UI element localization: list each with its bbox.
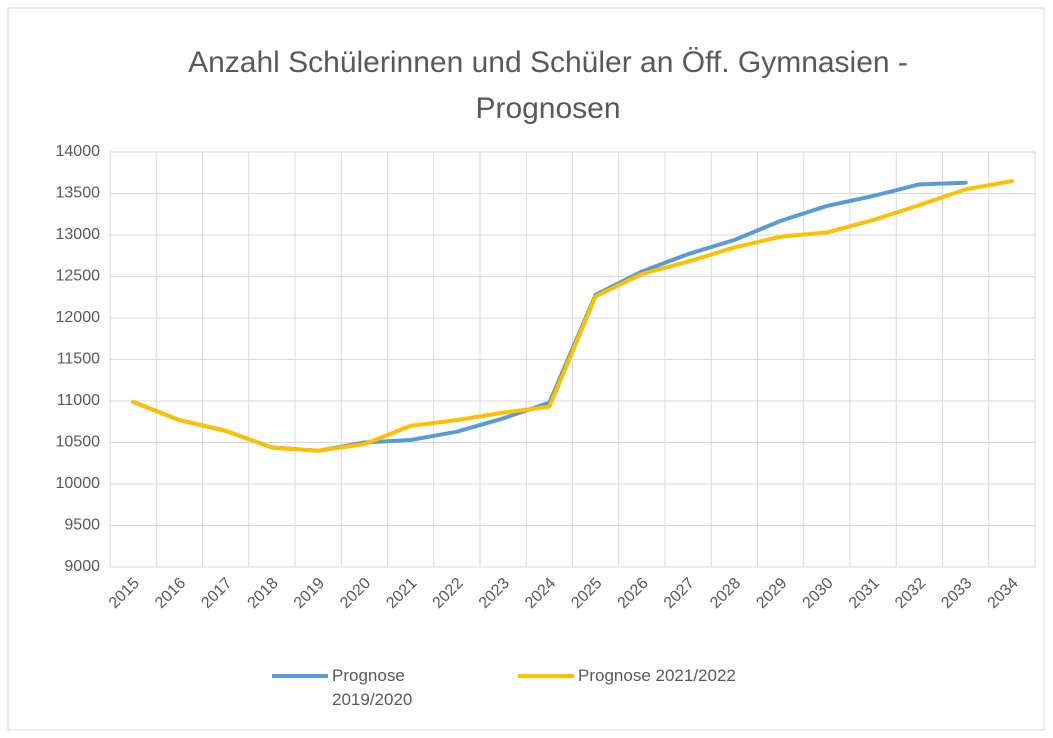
x-tick-label: 2030 [799,575,836,612]
x-tick-label: 2032 [892,575,929,612]
series-line [131,180,968,453]
legend-label: Prognose 2019/2020 [332,666,413,709]
x-tick-label: 2029 [753,575,790,612]
y-tick-label: 13500 [56,185,101,202]
y-tick-label: 12500 [56,268,101,285]
x-tick-label: 2018 [244,575,281,612]
x-tick-label: 2027 [661,575,698,612]
y-tick-label: 10500 [56,434,101,451]
y-tick-label: 14000 [56,143,101,160]
x-tick-label: 2022 [429,575,466,612]
x-tick-label: 2023 [476,575,513,612]
x-tick-label: 2034 [984,575,1021,612]
x-tick-label: 2020 [337,575,374,612]
y-tick-label: 11500 [57,351,100,368]
x-tick-label: 2025 [568,575,605,612]
y-tick-label: 9500 [64,517,100,534]
chart-title: Anzahl Schülerinnen und Schüler an Öff. … [188,46,908,125]
x-tick-label: 2028 [707,575,744,612]
x-tick-label: 2024 [522,575,559,612]
legend-label: Prognose 2021/2022 [578,666,736,685]
x-tick-label: 2031 [846,575,883,612]
y-tick-label: 13000 [56,226,101,243]
x-tick-label: 2016 [152,575,189,612]
y-tick-label: 11000 [57,392,100,409]
chart-border [7,7,1045,731]
y-tick-label: 9000 [64,558,100,575]
x-tick-label: 2026 [614,575,651,612]
x-tick-label: 2019 [291,575,328,612]
x-tick-label: 2015 [106,575,143,612]
y-tick-label: 12000 [56,309,101,326]
x-tick-label: 2021 [383,575,420,612]
y-tick-label: 10000 [56,475,101,492]
x-tick-label: 2017 [198,575,235,612]
series-line [131,179,1014,453]
x-tick-label: 2033 [938,575,975,612]
